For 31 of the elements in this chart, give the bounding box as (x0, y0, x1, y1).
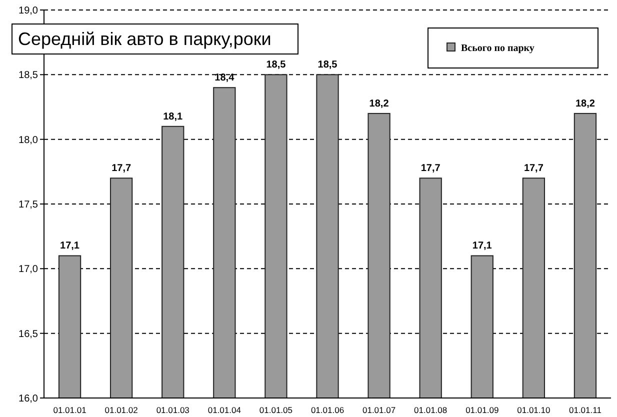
text: 17,1 (60, 240, 80, 252)
y-tick-label: 18,5 (18, 70, 38, 82)
y-tick-label: 18,0 (18, 134, 38, 146)
x-tick-label: 01.01.03 (156, 405, 190, 415)
x-tick-label: 01.01.09 (466, 405, 499, 415)
text: 18,4 (214, 72, 234, 84)
text: 17,1 (472, 240, 492, 252)
y-tick-label: 17,5 (18, 200, 38, 210)
x-tick-label: 01.01.06 (310, 405, 344, 415)
x-tick-label: 01.01.08 (414, 405, 448, 415)
text: 18,1 (163, 111, 183, 122)
text: 18,2 (369, 98, 389, 110)
x-tick-label: 01.01.05 (259, 405, 293, 415)
x-tick-label: 01.01.10 (517, 405, 550, 415)
text: 18,5 (266, 60, 286, 71)
text: 17,7 (524, 163, 544, 174)
text: 18,5 (318, 60, 338, 71)
x-tick-label: 01.01.07 (362, 405, 396, 415)
y-tick-label: 16,0 (18, 394, 38, 404)
text: 18,2 (575, 98, 595, 110)
y-tick-label: 16,5 (18, 328, 38, 340)
y-tick-label: 19,0 (18, 6, 38, 16)
x-tick-label: 01.01.01 (53, 405, 87, 415)
text: 17,7 (420, 163, 440, 174)
x-tick-label: 01.01.02 (104, 405, 138, 415)
text: 17,7 (112, 163, 132, 174)
legend-label: Всього по парку (461, 43, 534, 54)
y-tick-label: 17,0 (18, 264, 38, 276)
x-tick-label: 01.01.04 (208, 405, 242, 415)
x-tick-label: 01.01.11 (568, 405, 602, 415)
text: Середній вік авто в парку,роки (18, 29, 272, 49)
